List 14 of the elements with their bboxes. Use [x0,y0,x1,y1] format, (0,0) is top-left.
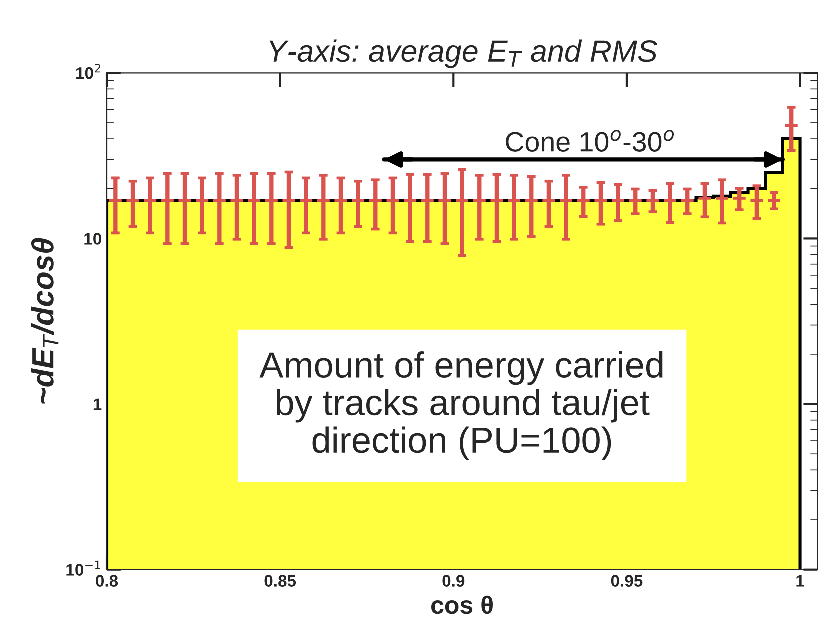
x-tick-label: 0.95 [611,575,643,587]
y-tick-label: 10$^{−1}$ [66,560,100,576]
x-tick-label: 0.9 [442,575,465,587]
chart-title: Y-axis: average E$_{T}$ and RMS [270,40,658,68]
x-tick-label: 0.8 [96,575,118,587]
x-tick-label: 1 [796,575,804,587]
y-tick-label: 10$^{2}$ [76,64,100,80]
y-tick-label: 1 [94,398,102,410]
x-axis-title: cos θ [432,596,493,614]
annotation: Cone 10$^{o}$-30$^{o}$ [506,130,674,152]
y-axis-title: ~dE$_{T}$/dcosθ [31,238,59,404]
y-tick-label: 10 [84,233,102,245]
x-tick-label: 0.85 [264,575,296,587]
annotation: Amount of energy carried by tracks around tau/jet direction (PU=100) [260,352,663,460]
